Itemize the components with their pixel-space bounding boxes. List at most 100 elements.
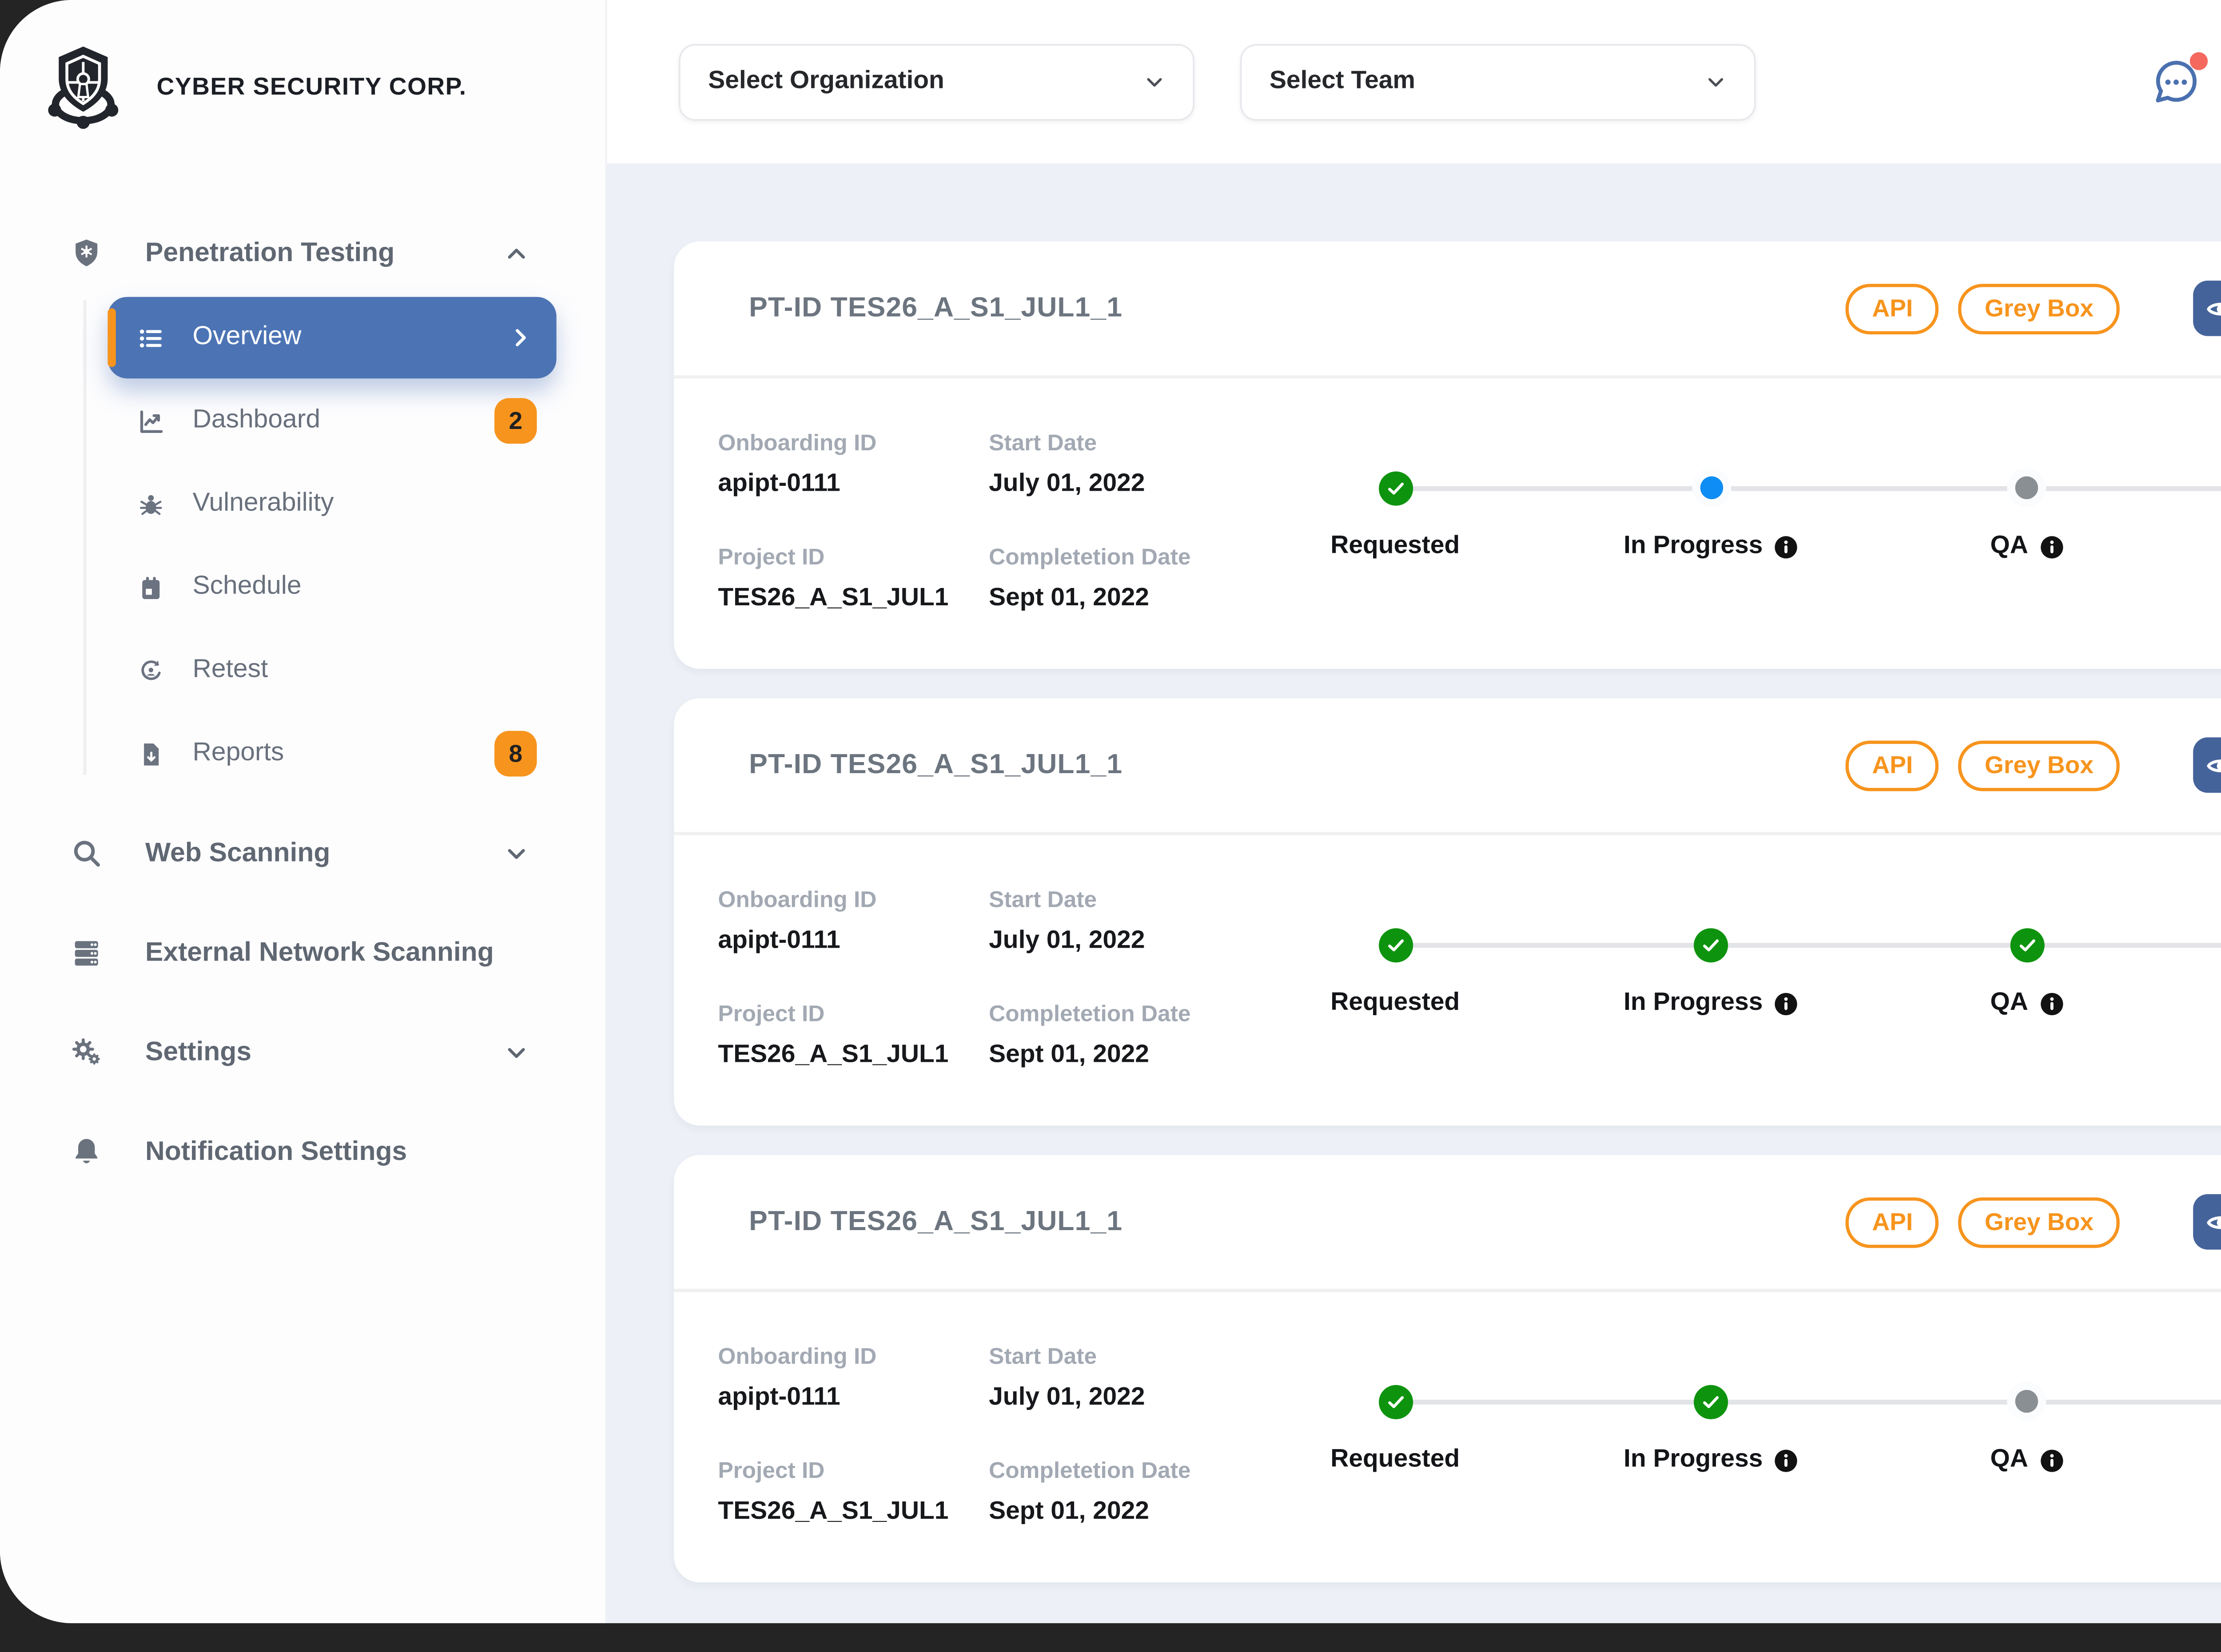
sidebar-item-reports[interactable]: Reports 8 — [107, 713, 556, 794]
chevron-down-icon — [1704, 69, 1728, 94]
step-label: Requested — [1330, 989, 1460, 1017]
chevron-right-icon — [507, 325, 533, 351]
sidebar-item-external-network-scanning[interactable]: External Network Scanning — [0, 910, 605, 995]
onboarding-id-label: Onboarding ID — [718, 1342, 877, 1369]
step-dot-done — [1378, 471, 1413, 506]
info-icon[interactable] — [2040, 534, 2064, 559]
brand: CYBER SECURITY CORP. — [0, 43, 605, 131]
step-qa: QA — [1905, 378, 2149, 662]
step-label: In Progress — [1624, 1445, 1763, 1473]
onboarding-id-value: apipt-0111 — [718, 1383, 840, 1411]
step-label: QA — [1990, 1445, 2028, 1473]
project-id-value: TES26_A_S1_JUL1 — [718, 1040, 949, 1069]
project-id-value: TES26_A_S1_JUL1 — [718, 1497, 949, 1525]
start-date-label: Start Date — [989, 1342, 1097, 1369]
company-logo-icon — [39, 43, 127, 131]
sidebar-submenu: Overview Dashboard 2 Vulner — [0, 297, 605, 794]
card-details: Onboarding ID apipt-0111 Start Date July… — [718, 1342, 1190, 1527]
sidebar-group-penetration-testing[interactable]: Penetration Testing — [0, 210, 605, 295]
step-in-progress: In Progress — [1589, 1292, 1834, 1576]
step-label: Requested — [1330, 532, 1460, 560]
onboarding-id-label: Onboarding ID — [718, 429, 877, 455]
topbar-actions: BU — [2151, 41, 2221, 123]
pentest-card: PT-ID TES26_A_S1_JUL1_1 API Grey Box Onb… — [674, 1155, 2221, 1583]
main-area: Select Organization Select Team — [607, 0, 2221, 1623]
view-eye-button[interactable] — [2193, 1194, 2221, 1250]
view-eye-button[interactable] — [2193, 737, 2221, 793]
dashboard-count-badge: 2 — [494, 398, 537, 444]
server-icon — [70, 937, 103, 969]
sidebar-item-retest[interactable]: Retest — [107, 630, 556, 711]
report-download-icon — [137, 740, 165, 767]
start-date-value: July 01, 2022 — [989, 926, 1145, 954]
card-body: Onboarding ID apipt-0111 Start Date July… — [674, 1292, 2221, 1576]
sidebar-item-dashboard[interactable]: Dashboard 2 — [107, 380, 556, 462]
reports-count-badge: 8 — [494, 731, 537, 777]
card-details: Onboarding ID apipt-0111 Start Date July… — [718, 429, 1190, 613]
step-dot-done — [1378, 1385, 1413, 1419]
team-select-value: Select Team — [1269, 67, 1416, 95]
completion-date-label: Completetion Date — [989, 1457, 1191, 1483]
organization-select[interactable]: Select Organization — [679, 43, 1194, 120]
step-dot-pending — [2015, 1390, 2039, 1413]
list-icon — [137, 324, 165, 351]
calendar-icon — [137, 573, 165, 601]
greybox-badge: Grey Box — [1958, 739, 2120, 790]
view-eye-button[interactable] — [2193, 280, 2221, 336]
card-body: Onboarding ID apipt-0111 Start Date July… — [674, 378, 2221, 662]
onboarding-id-value: apipt-0111 — [718, 469, 840, 498]
step-requested: Requested — [1273, 1292, 1517, 1576]
project-id-value: TES26_A_S1_JUL1 — [718, 584, 949, 612]
sidebar-item-settings[interactable]: Settings — [0, 1010, 605, 1095]
sidebar-nav: Penetration Testing Overview — [0, 210, 605, 1209]
chat-notification-dot — [2189, 51, 2208, 70]
step-in-progress: In Progress — [1589, 378, 1834, 662]
chat-icon[interactable] — [2151, 51, 2208, 107]
card-title: PT-ID TES26_A_S1_JUL1_1 — [749, 292, 1123, 323]
step-label: In Progress — [1624, 532, 1763, 560]
card-actions — [2193, 1194, 2221, 1250]
step-qa: QA — [1905, 1292, 2149, 1576]
project-id-label: Project ID — [718, 1000, 825, 1026]
info-icon[interactable] — [2040, 1448, 2064, 1472]
bell-icon — [70, 1136, 103, 1168]
info-icon[interactable] — [2040, 991, 2064, 1016]
team-select[interactable]: Select Team — [1240, 43, 1756, 120]
step-requested: Requested — [1273, 835, 1517, 1119]
pentest-card: PT-ID TES26_A_S1_JUL1_1 API Grey Box Onb… — [674, 241, 2221, 669]
chevron-up-icon — [502, 239, 530, 266]
step-dot-done — [1378, 928, 1413, 963]
step-dot-done — [1694, 1385, 1728, 1419]
sidebar-item-notification-settings[interactable]: Notification Settings — [0, 1109, 605, 1194]
gears-icon — [70, 1036, 103, 1068]
pentest-card: PT-ID TES26_A_S1_JUL1_1 API Grey Box Onb… — [674, 698, 2221, 1126]
sidebar-item-label: Vulnerability — [192, 489, 334, 517]
sidebar-item-web-scanning[interactable]: Web Scanning — [0, 811, 605, 896]
project-id-label: Project ID — [718, 1457, 825, 1483]
card-title: PT-ID TES26_A_S1_JUL1_1 — [749, 1205, 1123, 1237]
sidebar-item-overview[interactable]: Overview — [107, 297, 557, 379]
info-icon[interactable] — [1774, 1448, 1799, 1472]
sidebar-item-label: Reports — [192, 739, 284, 767]
sidebar-item-vulnerability[interactable]: Vulnerability — [107, 463, 556, 545]
completion-date-value: Sept 01, 2022 — [989, 584, 1149, 612]
step-dot-pending — [2015, 476, 2039, 500]
api-badge: API — [1846, 1196, 1939, 1247]
card-header: PT-ID TES26_A_S1_JUL1_1 API Grey Box — [674, 698, 2221, 835]
search-icon — [70, 837, 103, 869]
sidebar-item-label: Web Scanning — [145, 838, 330, 867]
stepper-track — [1395, 1399, 2221, 1405]
card-actions — [2193, 737, 2221, 793]
sidebar-item-label: External Network Scanning — [145, 937, 494, 967]
info-icon[interactable] — [1774, 534, 1799, 559]
sidebar-item-schedule[interactable]: Schedule — [107, 547, 556, 628]
completion-date-label: Completetion Date — [989, 543, 1191, 570]
card-body: Onboarding ID apipt-0111 Start Date July… — [674, 835, 2221, 1119]
completion-date-label: Completetion Date — [989, 1000, 1191, 1026]
card-details: Onboarding ID apipt-0111 Start Date July… — [718, 886, 1190, 1070]
info-icon[interactable] — [1774, 991, 1799, 1016]
